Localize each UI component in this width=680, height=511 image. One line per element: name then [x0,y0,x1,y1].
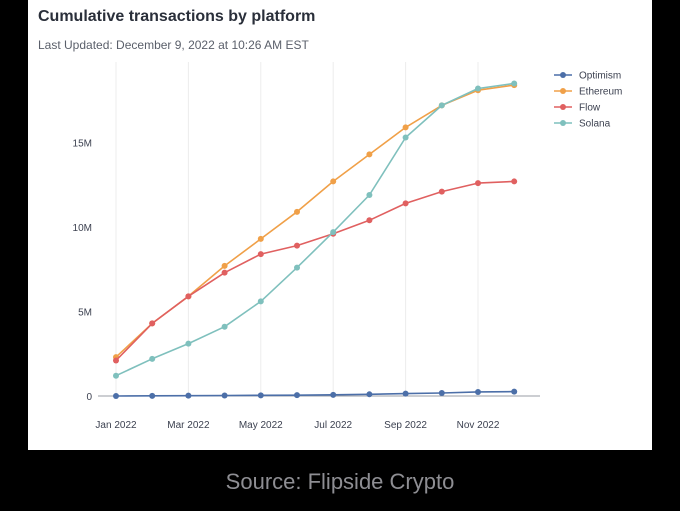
data-point-optimism [221,392,228,399]
series-line-ethereum [115,84,515,358]
data-point-optimism [294,392,300,399]
legend-swatch-flow [560,104,566,110]
data-point-flow [511,178,518,185]
data-point-flow [185,293,192,300]
data-point-solana [475,85,481,92]
data-point-solana [294,264,300,271]
x-tick-label: Mar 2022 [167,420,210,431]
data-point-ethereum [294,208,300,215]
y-tick-label: 10M [73,223,92,234]
data-point-flow [475,180,481,187]
data-point-solana [330,229,337,236]
data-point-flow [221,269,228,276]
y-tick-label: 15M [73,139,92,150]
legend-label-optimism: Optimism [579,71,621,82]
chart-title: Cumulative transactions by platform [38,8,316,25]
legend-swatch-optimism [560,72,566,78]
legend-label-solana: Solana [579,119,611,130]
data-point-solana [149,355,156,362]
data-point-optimism [438,389,445,396]
line-chart: 0 5M 10M 15M Jan 2022 Mar 2022 May 2022 Jul 202… [73,62,622,431]
data-point-optimism [149,392,156,399]
data-point-flow [438,188,445,195]
data-point-optimism [475,388,481,395]
data-point-solana [257,298,264,305]
data-point-flow [366,217,373,224]
data-point-solana [185,340,192,347]
x-tick-label: Jan 2022 [95,420,137,431]
series-line-optimism [115,390,515,397]
source-caption: Source: Flipside Crypto [225,469,455,494]
data-point-solana [366,191,373,198]
legend-label-ethereum: Ethereum [579,87,622,98]
data-point-flow [149,320,156,327]
data-point-optimism [113,393,119,399]
data-point-ethereum [402,124,409,131]
legend-swatch-ethereum [560,88,566,94]
chart-card: Cumulative transactions by platform Last… [28,0,652,450]
data-point-ethereum [330,178,337,185]
data-point-optimism [366,391,373,398]
series-line-solana [115,82,515,377]
data-point-solana [402,134,409,141]
legend-swatch-solana [560,120,566,126]
data-point-solana [438,102,445,109]
data-point-ethereum [221,262,228,269]
data-point-flow [402,200,409,207]
x-tick-label: May 2022 [239,420,283,431]
y-tick-label: 5M [78,308,92,319]
data-point-solana [221,323,228,330]
data-point-optimism [257,392,264,399]
data-point-solana [113,372,119,379]
data-point-solana [511,80,518,87]
series-line-flow [115,180,515,362]
x-tick-label: Jul 2022 [314,420,352,431]
legend-label-flow: Flow [579,103,601,114]
data-point-flow [113,357,119,364]
x-tick-label: Sep 2022 [384,420,427,431]
data-point-ethereum [366,151,373,158]
y-tick-label: 0 [86,392,92,403]
data-point-optimism [402,390,409,397]
data-point-optimism [330,391,337,398]
data-point-optimism [185,392,192,399]
data-point-flow [294,242,300,249]
data-point-flow [257,251,264,258]
chart-subtitle: Last Updated: December 9, 2022 at 10:26 … [38,38,309,52]
x-tick-label: Nov 2022 [457,420,500,431]
data-point-optimism [511,388,518,395]
data-point-ethereum [257,235,264,242]
